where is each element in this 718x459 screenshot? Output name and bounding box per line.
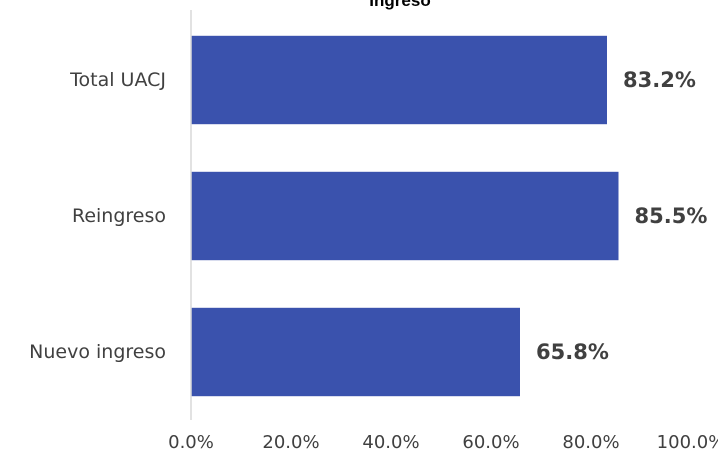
x-tick-label: 40.0% [362,432,419,453]
bar-reingreso [191,171,619,261]
category-label-nuevo-ingreso: Nuevo ingreso [29,341,166,363]
x-tick-label: 0.0% [168,432,214,453]
category-label-total-uacj: Total UACJ [69,69,166,91]
bar-nuevo-ingreso [191,307,520,397]
data-label-total-uacj: 83.2% [623,68,696,92]
bar-total-uacj [191,35,607,125]
chart-title: Ingreso [369,0,430,10]
x-tick-label: 20.0% [262,432,319,453]
x-tick-label: 60.0% [462,432,519,453]
category-label-reingreso: Reingreso [72,205,166,227]
labels-layer: Total UACJ 83.2% Reingreso 85.5% Nuevo ingre… [29,68,718,453]
x-tick-label: 100.0% [657,432,718,453]
data-label-reingreso: 85.5% [635,204,708,228]
bars-layer [191,35,619,397]
x-tick-label: 80.0% [562,432,619,453]
data-label-nuevo-ingreso: 65.8% [536,340,609,364]
